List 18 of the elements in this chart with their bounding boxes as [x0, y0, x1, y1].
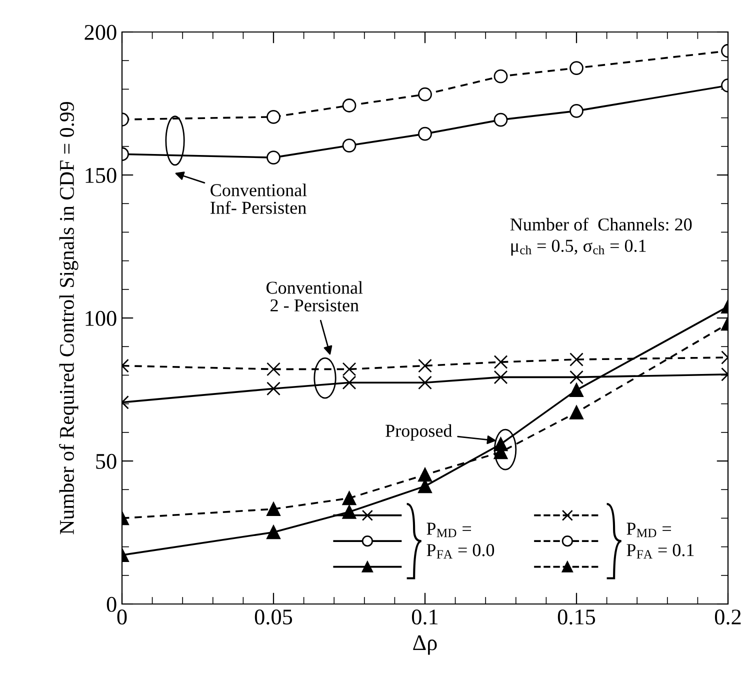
text: P$_{MD}$ = P$_{FA}$ = 0.0	[426, 522, 494, 559]
y-tick-label: 50	[96, 454, 116, 469]
annotation: Number of Channels: 20 μ$_{ch}$ = 0.5, σ$_{ch}$ = 0.1	[510, 218, 692, 256]
annotation: Proposed	[386, 424, 452, 441]
y-axis-title: Number of Required Control Signals in CDF = 0.99	[59, 102, 78, 534]
x-tick-label: 0.05	[254, 610, 292, 625]
text: P$_{MD}$ = P$_{FA}$ = 0.1	[626, 522, 694, 559]
x-tick-label: 0.1	[412, 610, 438, 625]
annotation: Conventional 2 - Persisten	[266, 281, 363, 312]
x-tick-label: 0.2	[714, 610, 741, 625]
y-tick-label: 150	[86, 168, 116, 183]
x-axis-title: Δρ	[413, 635, 437, 655]
y-tick-label: 200	[84, 24, 116, 40]
y-tick-label: 100	[86, 310, 116, 326]
x-tick-label: 0	[117, 610, 127, 624]
x-tick-label: 0.15	[558, 610, 596, 625]
annotation: Conventional Inf- Persisten	[210, 184, 307, 214]
y-tick-label: 0	[106, 596, 116, 612]
